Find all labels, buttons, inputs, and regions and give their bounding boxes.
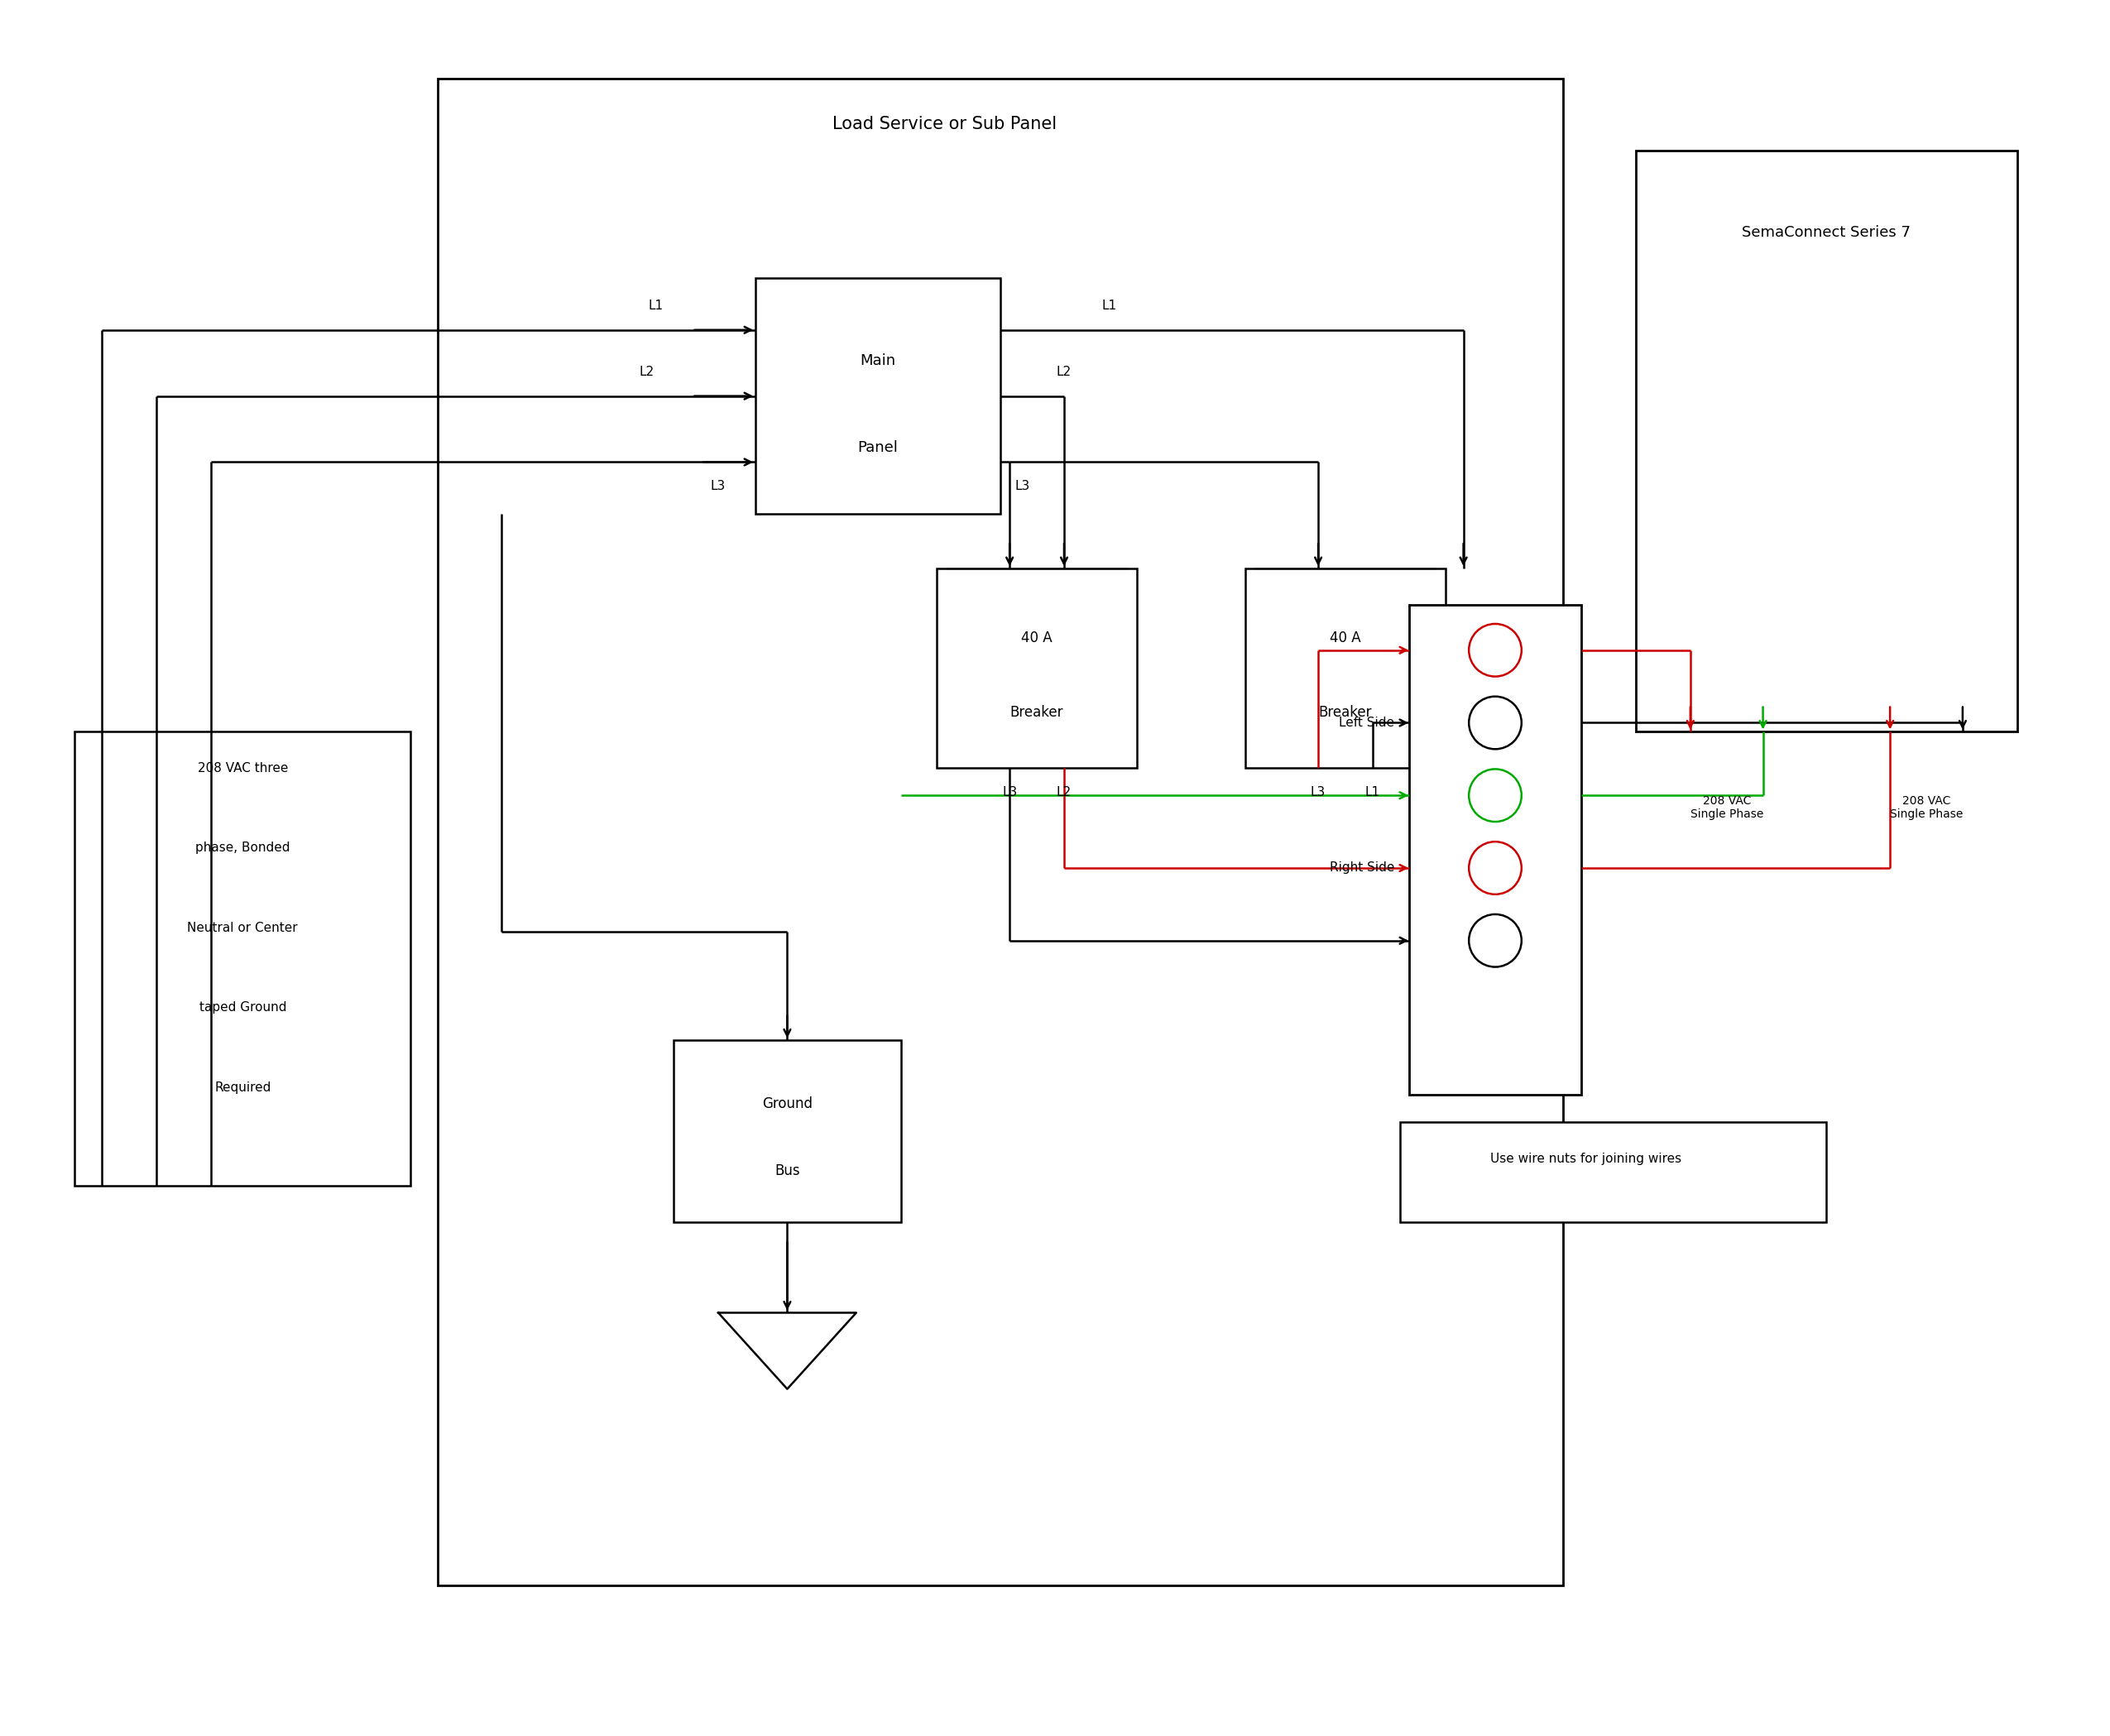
Text: L1: L1 <box>1365 786 1380 799</box>
Text: 208 VAC
Single Phase: 208 VAC Single Phase <box>1891 795 1962 821</box>
Text: L2: L2 <box>1057 786 1072 799</box>
Circle shape <box>1469 769 1521 821</box>
Bar <box>74 733 411 1186</box>
Text: L1: L1 <box>648 299 663 312</box>
Text: L3: L3 <box>1015 481 1030 493</box>
Text: L3: L3 <box>711 481 726 493</box>
Bar <box>1399 1121 1827 1222</box>
Text: Main: Main <box>861 352 897 368</box>
Text: Breaker: Breaker <box>1319 705 1372 720</box>
Text: Right Side: Right Side <box>1329 861 1395 875</box>
Text: 208 VAC three: 208 VAC three <box>198 762 287 774</box>
Text: 40 A: 40 A <box>1329 630 1361 646</box>
Text: L2: L2 <box>1057 366 1072 378</box>
Bar <box>1245 568 1445 767</box>
Text: Use wire nuts for joining wires: Use wire nuts for joining wires <box>1490 1153 1682 1165</box>
Text: L3: L3 <box>1002 786 1017 799</box>
Text: L1: L1 <box>1101 299 1116 312</box>
Bar <box>1635 151 2017 733</box>
Text: 40 A: 40 A <box>1021 630 1053 646</box>
Text: Ground: Ground <box>762 1097 812 1111</box>
Text: L3: L3 <box>1310 786 1325 799</box>
Text: Panel: Panel <box>859 441 899 455</box>
Text: SemaConnect Series 7: SemaConnect Series 7 <box>1743 226 1912 240</box>
Text: Load Service or Sub Panel: Load Service or Sub Panel <box>831 116 1057 132</box>
Circle shape <box>1469 842 1521 894</box>
Bar <box>755 278 1000 514</box>
Text: Required: Required <box>215 1082 270 1094</box>
Text: phase, Bonded: phase, Bonded <box>196 842 289 854</box>
Bar <box>437 78 1564 1585</box>
Text: Left Side: Left Side <box>1340 717 1395 729</box>
Text: Neutral or Center: Neutral or Center <box>188 922 298 934</box>
Circle shape <box>1469 623 1521 677</box>
Text: Breaker: Breaker <box>1011 705 1063 720</box>
Bar <box>1409 604 1580 1095</box>
Text: Bus: Bus <box>774 1163 800 1179</box>
Circle shape <box>1469 915 1521 967</box>
Bar <box>937 568 1137 767</box>
Circle shape <box>1469 696 1521 750</box>
Text: taped Ground: taped Ground <box>198 1002 287 1014</box>
Bar <box>673 1040 901 1222</box>
Text: 208 VAC
Single Phase: 208 VAC Single Phase <box>1690 795 1764 821</box>
Text: L2: L2 <box>639 366 654 378</box>
